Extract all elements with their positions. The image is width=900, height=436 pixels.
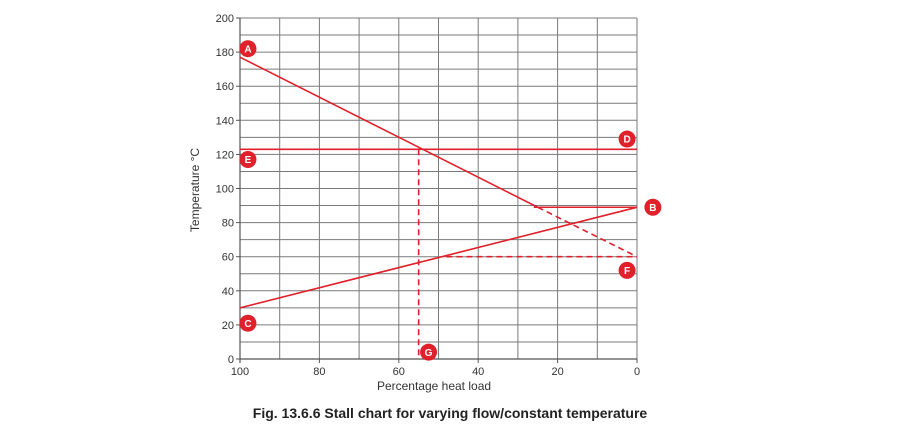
y-tick-label: 120 [216,149,234,161]
marker-circle [618,130,636,148]
point-markers: A B C D E F G [239,40,662,361]
y-tick-label: 100 [216,184,234,196]
marker-circle [239,314,257,332]
marker-g: G [420,343,438,361]
marker-label: F [624,266,630,277]
marker-circle [644,198,662,216]
x-tick-label: 60 [393,366,405,378]
y-tick-label: 140 [216,115,234,127]
y-tick-label: 200 [216,13,234,25]
figure-caption: Fig. 13.6.6 Stall chart for varying flow… [252,405,648,421]
series-line [239,56,539,208]
marker-label: A [244,44,251,55]
y-tick-label: 40 [222,286,234,298]
y-tick-label: 80 [222,218,234,230]
marker-circle [239,151,257,169]
marker-circle [420,343,438,361]
y-tick-label: 180 [216,47,234,59]
marker-d: D [618,130,636,148]
marker-a: A [239,40,257,58]
y-tick-label: 20 [222,320,234,332]
x-tick-label: 40 [472,366,484,378]
y-tick-label: 0 [228,354,234,366]
x-tick-label: 100 [231,366,249,378]
x-tick-label: 0 [634,366,640,378]
dashed-series-line [537,206,638,258]
marker-f: F [618,261,636,279]
marker-label: C [244,319,251,330]
series-lines [239,56,638,359]
marker-c: C [239,314,257,332]
y-tick-label: 160 [216,81,234,93]
marker-b: B [644,198,662,216]
x-tick-label: 80 [313,366,325,378]
marker-circle [239,40,257,58]
grid [239,17,638,363]
marker-e: E [239,151,257,169]
y-axis-label: Temperature °C [188,148,202,232]
marker-label: G [425,348,433,359]
marker-label: E [245,155,252,166]
marker-label: D [623,135,630,146]
marker-circle [618,261,636,279]
x-axis-label: Percentage heat load [377,379,491,393]
marker-label: B [649,203,656,214]
y-tick-label: 60 [222,252,234,264]
x-tick-label: 20 [551,366,563,378]
series-line [239,206,638,309]
